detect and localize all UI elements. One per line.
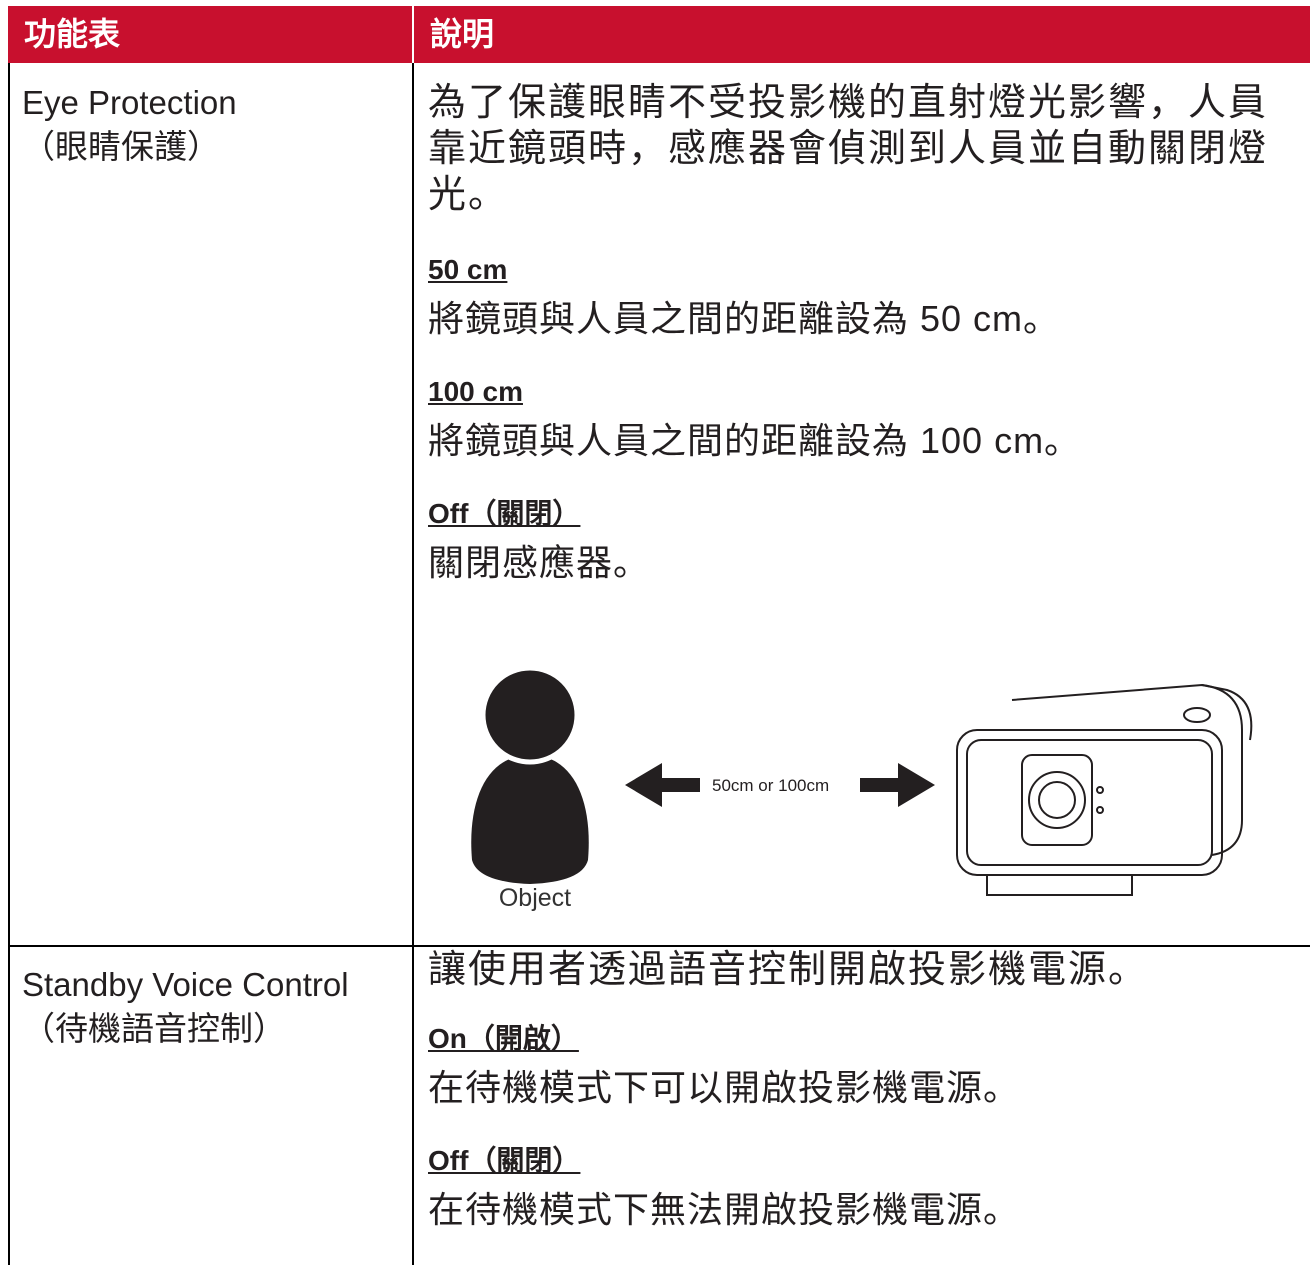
projector: [956, 683, 1253, 896]
description-cell: 讓使用者透過語音控制開啟投影機電源。 On（開啟） 在待機模式下可以開啟投影機電…: [412, 945, 1310, 1265]
distance-label: 50cm or 100cm: [712, 776, 829, 795]
person-head: [480, 665, 580, 765]
feature-name-zh: （待機語音控制）: [22, 1010, 286, 1047]
feature-cell: Eye Protection （眼睛保護）: [10, 63, 412, 169]
header-text: 功能表: [24, 16, 121, 52]
description-cell: 為了保護眼睛不受投影機的直射燈光影響，人員靠近鏡頭時，感應器會偵測到人員並自動關…: [412, 63, 1310, 945]
arrow-left: [625, 763, 700, 807]
header-cell: 功能表: [8, 6, 412, 63]
description: 讓使用者透過語音控制開啟投影機電源。: [428, 949, 1149, 991]
option-text: 關閉感應器。: [428, 542, 651, 583]
option-label: Off（關閉）: [428, 498, 581, 529]
option-text: 在待機模式下無法開啟投影機電源。: [428, 1189, 1021, 1230]
person-body: [471, 755, 589, 884]
option-label: On（開啟）: [428, 1023, 579, 1054]
illustration: 50cm or 100cm Object: [471, 665, 1253, 912]
option: 50 cm 將鏡頭與人員之間的距離設為 50 cm。: [428, 248, 1310, 346]
option-label: 100 cm: [428, 376, 523, 407]
option: 100 cm 將鏡頭與人員之間的距離設為 100 cm。: [428, 370, 1310, 468]
option-label: Off（關閉）: [428, 1145, 581, 1176]
feature-cell: Standby Voice Control （待機語音控制）: [10, 945, 412, 1051]
feature-name-zh: （眼睛保護）: [22, 128, 220, 165]
option-label: 50 cm: [428, 254, 508, 285]
object-label: Object: [499, 884, 571, 912]
option: Off（關閉） 關閉感應器。: [428, 492, 1310, 590]
table-row: Standby Voice Control （待機語音控制） 讓使用者透過語音控…: [8, 945, 1310, 1265]
option-text: 將鏡頭與人員之間的距離設為 50 cm。: [428, 298, 1061, 339]
header-text: 說明: [430, 16, 495, 52]
description: 為了保護眼睛不受投影機的直射燈光影響，人員靠近鏡頭時，感應器會偵測到人員並自動關…: [428, 82, 1269, 216]
arrow-right: [860, 763, 935, 807]
option-text: 將鏡頭與人員之間的距離設為 100 cm。: [428, 420, 1082, 461]
option: Off（關閉） 在待機模式下無法開啟投影機電源。: [428, 1139, 1310, 1237]
option-text: 在待機模式下可以開啟投影機電源。: [428, 1067, 1021, 1108]
table-row: Eye Protection （眼睛保護） 為了保護眼睛不受投影機的直射燈光影響…: [8, 63, 1310, 947]
feature-name: Standby Voice Control: [22, 966, 349, 1003]
feature-name: Eye Protection: [22, 84, 237, 121]
option: On（開啟） 在待機模式下可以開啟投影機電源。: [428, 1017, 1310, 1115]
header-cell: 說明: [414, 6, 1310, 63]
